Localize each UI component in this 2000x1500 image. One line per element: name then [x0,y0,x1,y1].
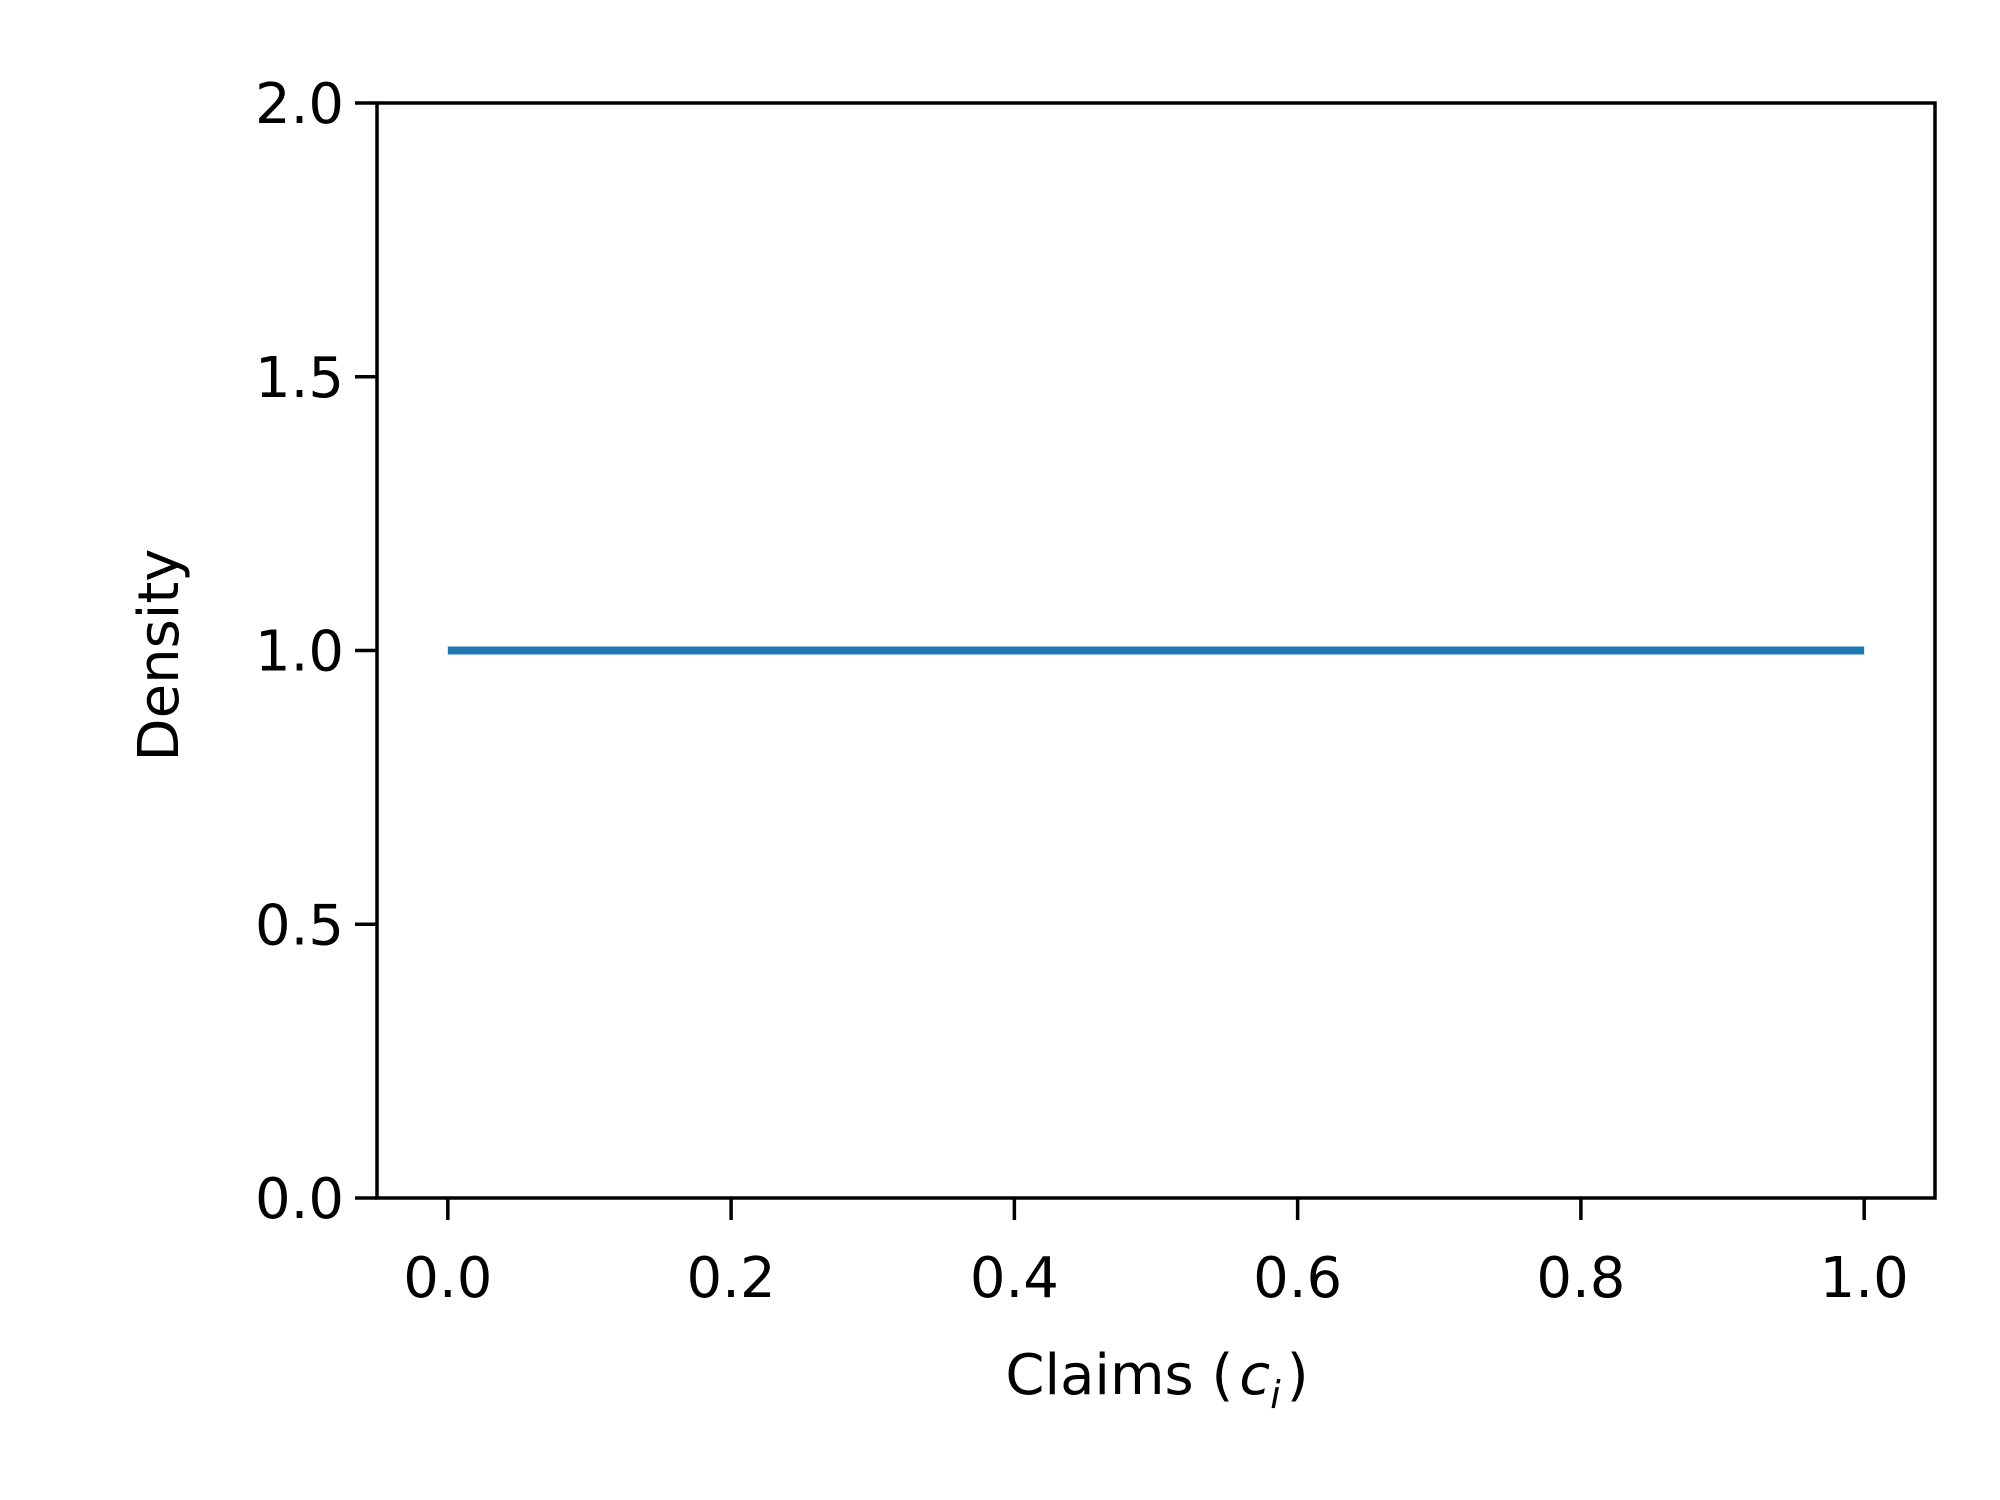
y-tick-label: 1.0 [255,620,344,685]
y-axis-label: Density [127,549,192,762]
x-tick-label: 0.2 [687,1246,776,1311]
x-axis-label: Claims (ci) [1005,1343,1308,1417]
x-tick-label: 0.0 [403,1246,492,1311]
x-axis-label-suffix: ) [1287,1343,1309,1408]
y-tick-label: 2.0 [255,72,344,137]
x-axis-ticks: 0.0 0.2 0.4 0.6 0.8 1.0 [403,1198,1909,1311]
x-tick-label: 0.6 [1253,1246,1342,1311]
x-tick-label: 0.4 [970,1246,1059,1311]
x-axis-label-text: Claims ( [1005,1343,1233,1408]
x-axis-label-symbol: c [1239,1343,1270,1408]
x-tick-label: 0.8 [1536,1246,1625,1311]
y-axis-ticks: 0.0 0.5 1.0 1.5 2.0 [255,72,377,1232]
y-tick-label: 0.5 [255,893,344,958]
x-axis-label-subscript: i [1270,1373,1281,1417]
y-tick-label: 0.0 [255,1167,344,1232]
x-tick-label: 1.0 [1820,1246,1909,1311]
y-tick-label: 1.5 [255,346,344,411]
